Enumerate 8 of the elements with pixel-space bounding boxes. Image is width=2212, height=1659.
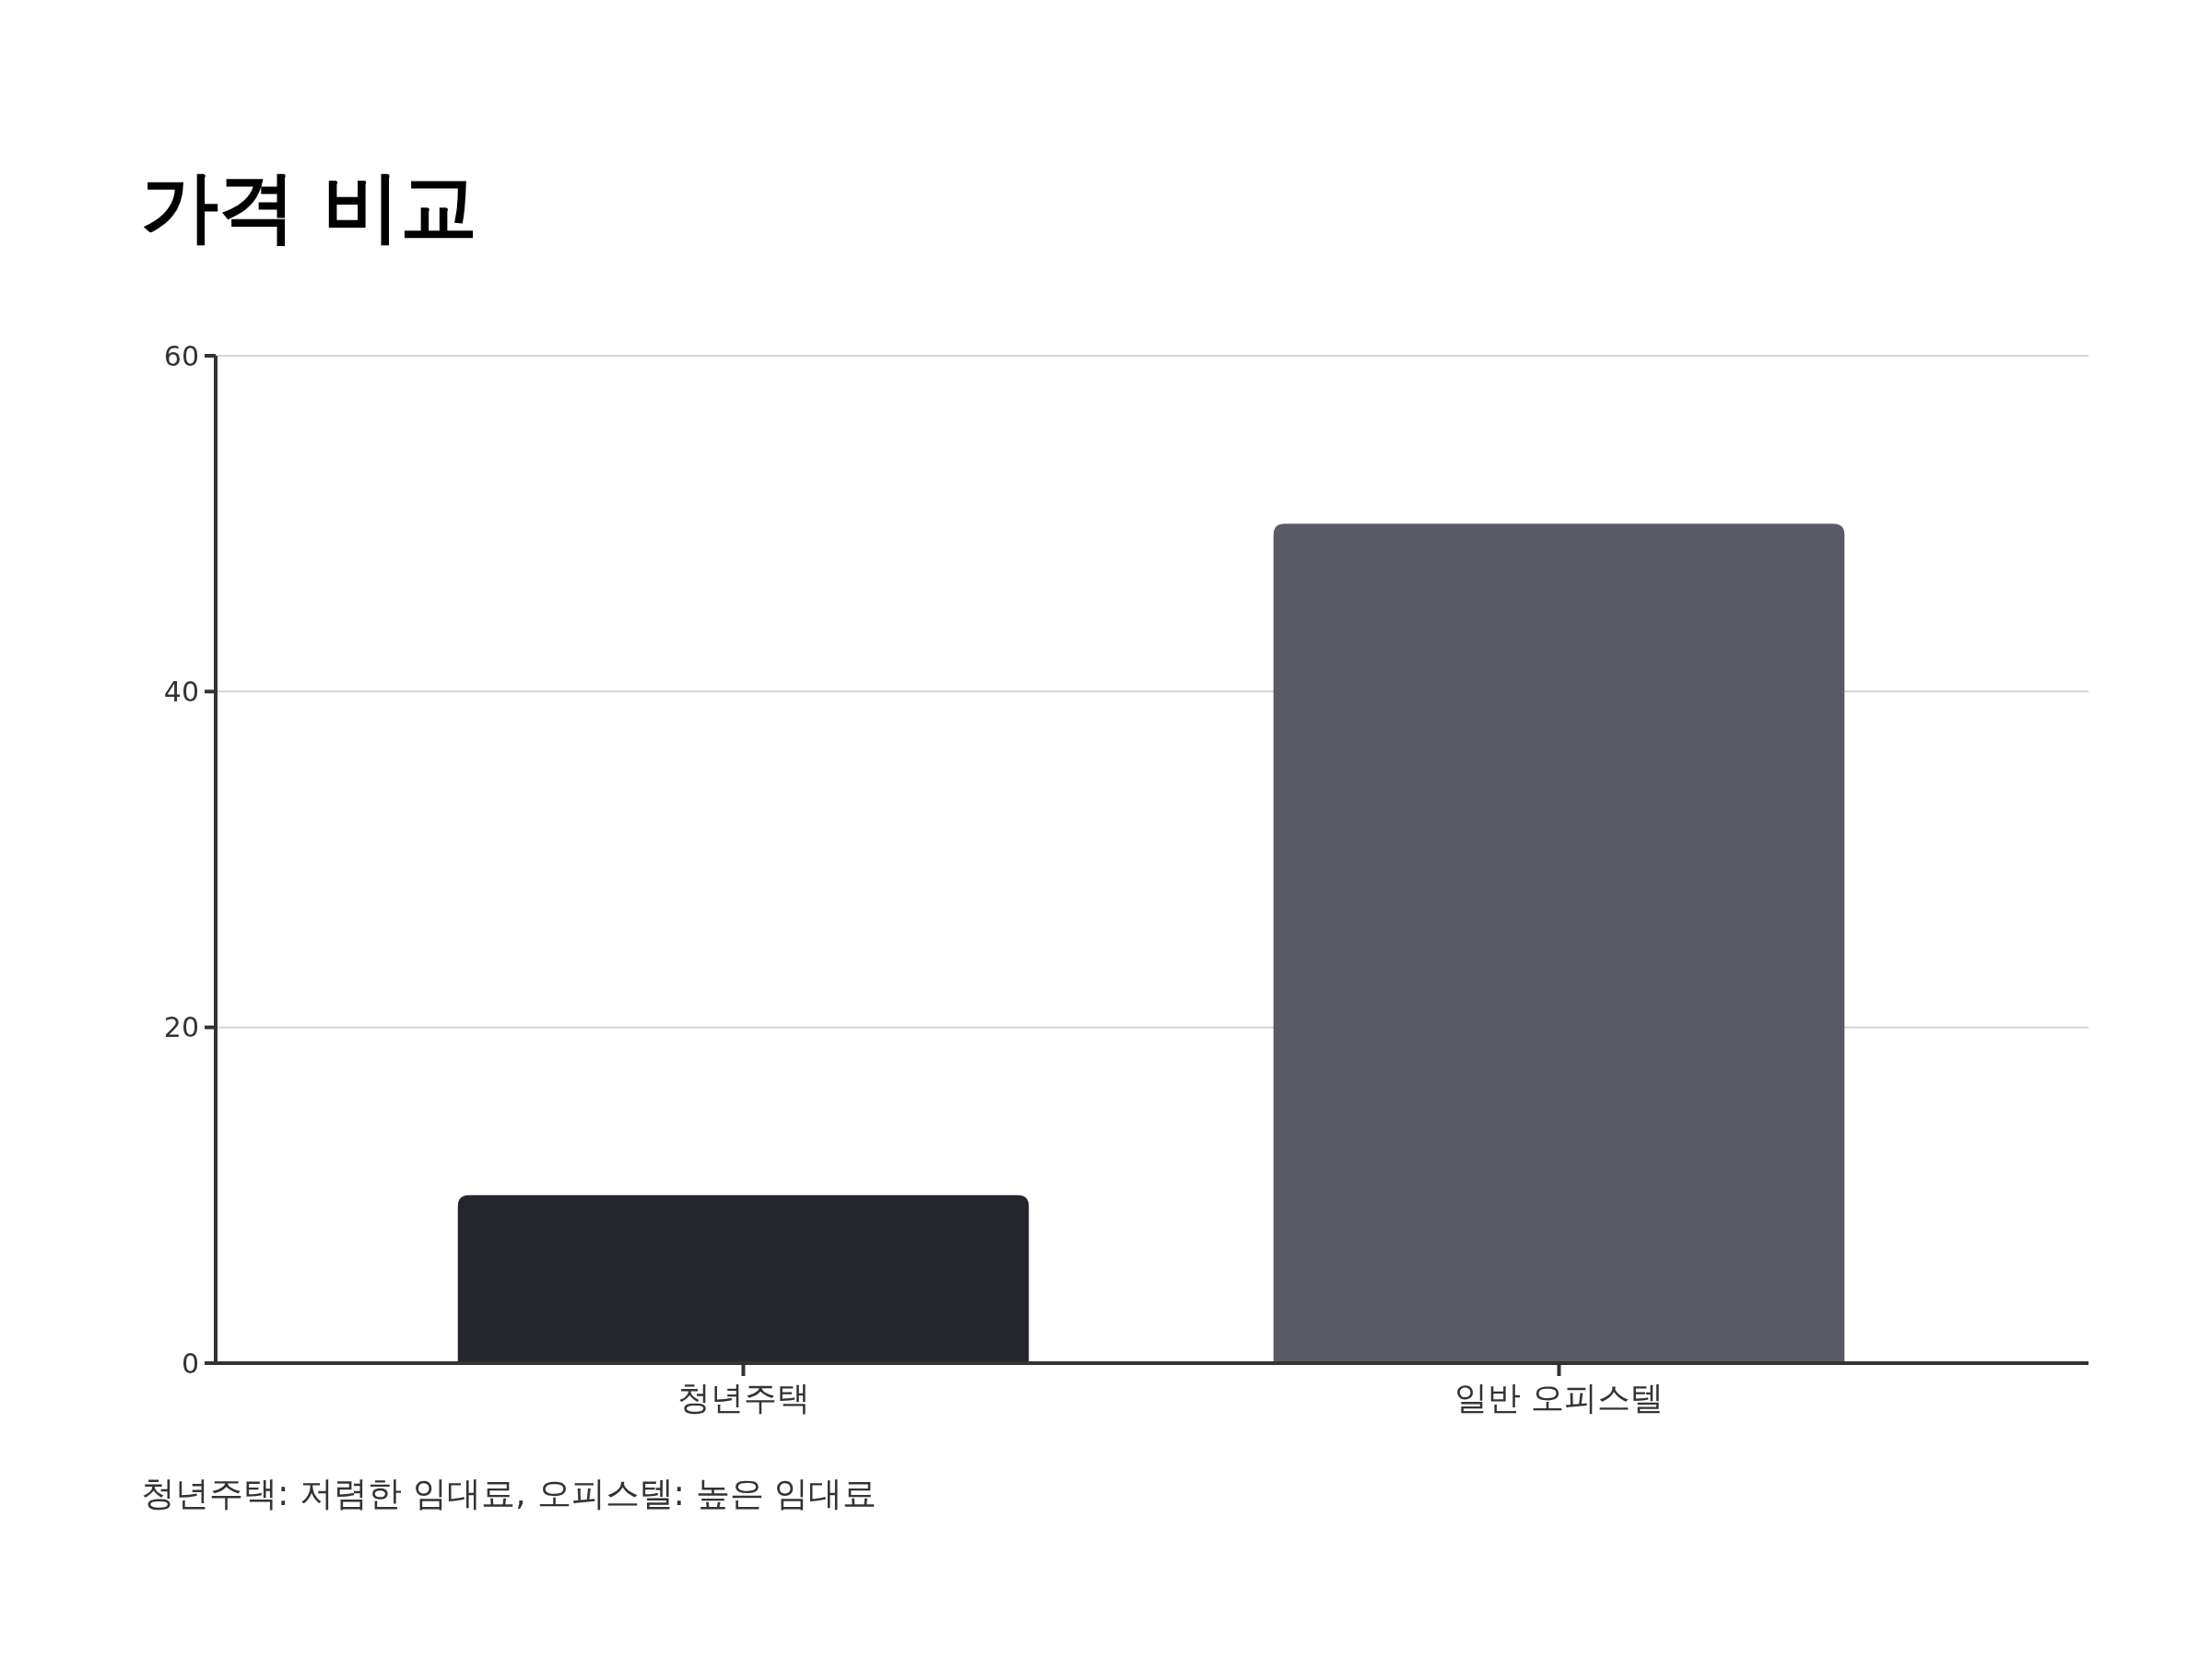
y-tick-label: 40 [163,675,199,708]
y-tick-label: 60 [163,339,199,372]
x-tick-label: 일반 오피스텔 [1453,1379,1665,1417]
x-tick-label: 청년주택 [677,1379,810,1417]
y-tick-label: 20 [163,1011,199,1044]
text: 청년주택: 저렴한 임대료, 오피스텔: 높은 임대료 [141,1474,877,1513]
chart-title: 가격 비교 [141,161,478,252]
y-tick-label: 0 [181,1347,199,1380]
